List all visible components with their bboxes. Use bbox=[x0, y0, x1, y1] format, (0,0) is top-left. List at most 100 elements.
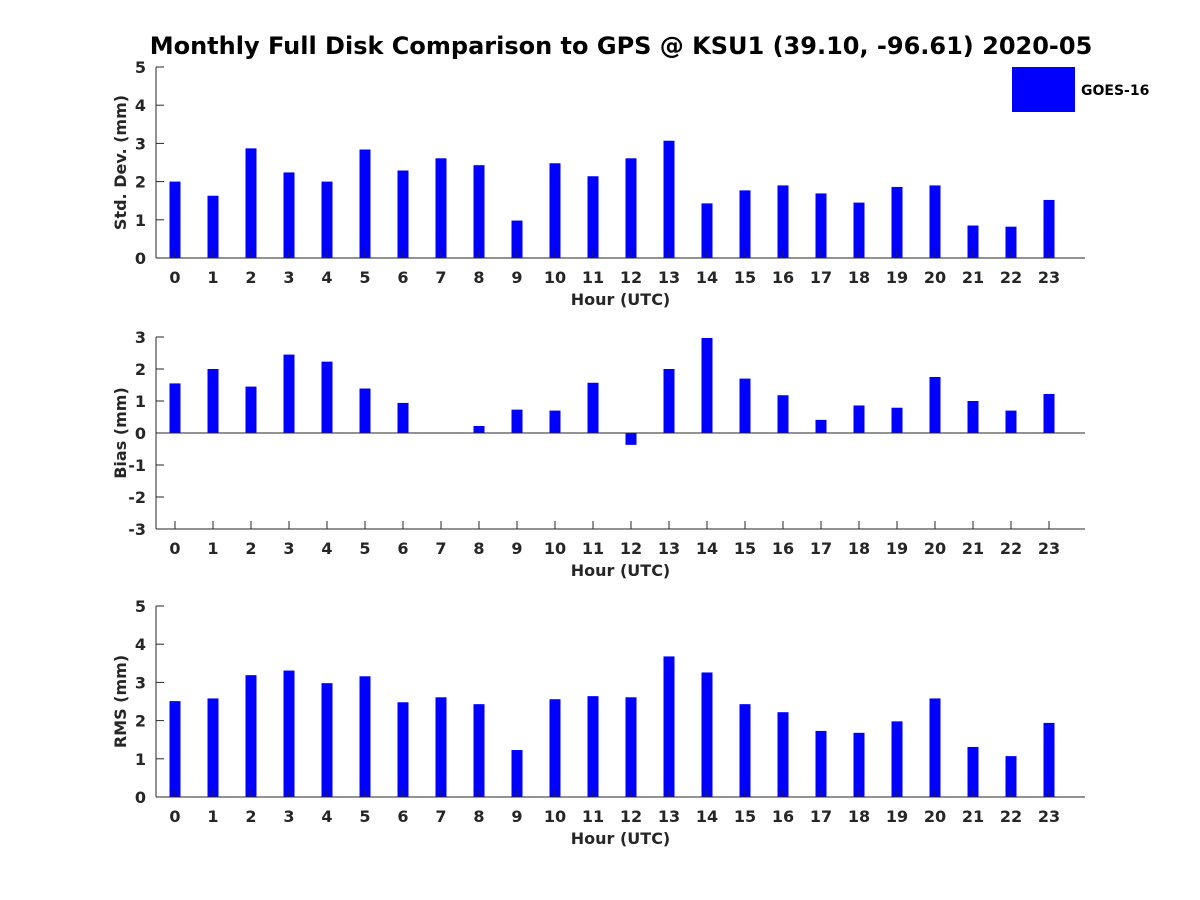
bar-hour-4 bbox=[321, 361, 333, 433]
y-tick-label: -1 bbox=[128, 456, 146, 475]
x-tick-label: 4 bbox=[321, 807, 332, 826]
x-tick-label: 21 bbox=[962, 268, 984, 287]
x-tick-label: 21 bbox=[962, 539, 984, 558]
x-tick-label: 15 bbox=[734, 268, 756, 287]
bar-hour-8 bbox=[473, 165, 485, 258]
x-tick-label: 6 bbox=[397, 807, 408, 826]
x-tick-label: 13 bbox=[658, 268, 680, 287]
bar-hour-0 bbox=[169, 383, 181, 433]
bar-hour-3 bbox=[283, 172, 295, 258]
x-tick-label: 9 bbox=[511, 539, 522, 558]
x-tick-label: 20 bbox=[924, 807, 946, 826]
x-tick-label: 17 bbox=[810, 807, 832, 826]
y-tick-label: 4 bbox=[135, 635, 146, 654]
x-tick-label: 3 bbox=[283, 807, 294, 826]
bar-hour-12 bbox=[625, 158, 637, 258]
bar-hour-18 bbox=[853, 202, 865, 258]
x-tick-label: 14 bbox=[696, 268, 718, 287]
x-tick-label: 10 bbox=[544, 539, 566, 558]
bar-hour-9 bbox=[511, 220, 523, 258]
bar-hour-19 bbox=[891, 407, 903, 433]
bar-hour-18 bbox=[853, 732, 865, 797]
bar-hour-15 bbox=[739, 378, 751, 433]
bar-hour-7 bbox=[435, 158, 447, 258]
bar-hour-5 bbox=[359, 149, 371, 258]
chart-title: Monthly Full Disk Comparison to GPS @ KS… bbox=[150, 32, 1093, 60]
bar-hour-15 bbox=[739, 704, 751, 797]
x-tick-label: 0 bbox=[169, 539, 180, 558]
bar-hour-7 bbox=[435, 697, 447, 797]
bar-hour-2 bbox=[245, 675, 257, 797]
x-axis-label: Hour (UTC) bbox=[571, 290, 671, 309]
x-tick-label: 7 bbox=[435, 539, 446, 558]
x-tick-label: 1 bbox=[207, 539, 218, 558]
x-tick-label: 4 bbox=[321, 539, 332, 558]
bar-hour-22 bbox=[1005, 756, 1017, 797]
bar-hour-18 bbox=[853, 405, 865, 433]
bar-hour-13 bbox=[663, 140, 675, 258]
bar-hour-5 bbox=[359, 676, 371, 797]
bar-hour-21 bbox=[967, 401, 979, 433]
x-tick-label: 17 bbox=[810, 268, 832, 287]
x-tick-label: 18 bbox=[848, 539, 870, 558]
bar-hour-1 bbox=[207, 698, 219, 797]
x-tick-label: 7 bbox=[435, 807, 446, 826]
bar-hour-12 bbox=[625, 697, 637, 797]
bar-hour-13 bbox=[663, 656, 675, 797]
x-tick-label: 3 bbox=[283, 268, 294, 287]
x-tick-label: 22 bbox=[1000, 807, 1022, 826]
bar-hour-14 bbox=[701, 672, 713, 797]
bar-hour-12 bbox=[625, 433, 637, 445]
bar-hour-5 bbox=[359, 388, 371, 433]
bar-hour-22 bbox=[1005, 410, 1017, 433]
x-tick-label: 19 bbox=[886, 268, 908, 287]
bar-hour-22 bbox=[1005, 226, 1017, 258]
bar-hour-11 bbox=[587, 696, 599, 797]
y-axis-label: Std. Dev. (mm) bbox=[111, 95, 130, 230]
x-tick-label: 22 bbox=[1000, 268, 1022, 287]
x-tick-label: 11 bbox=[582, 268, 604, 287]
y-tick-label: 0 bbox=[135, 424, 146, 443]
y-tick-label: -2 bbox=[128, 488, 146, 507]
bar-hour-2 bbox=[245, 386, 257, 433]
y-tick-label: 1 bbox=[135, 392, 146, 411]
bar-hour-6 bbox=[397, 702, 409, 797]
bar-hour-21 bbox=[967, 225, 979, 258]
bar-hour-17 bbox=[815, 730, 827, 797]
y-axis-label: RMS (mm) bbox=[111, 655, 130, 748]
x-tick-label: 0 bbox=[169, 268, 180, 287]
y-tick-label: 2 bbox=[135, 173, 146, 192]
legend-label-goes-16: GOES-16 bbox=[1081, 83, 1149, 99]
x-tick-label: 23 bbox=[1038, 268, 1060, 287]
y-tick-label: 2 bbox=[135, 360, 146, 379]
bar-hour-21 bbox=[967, 746, 979, 797]
x-tick-label: 21 bbox=[962, 807, 984, 826]
x-tick-label: 1 bbox=[207, 268, 218, 287]
x-tick-label: 12 bbox=[620, 539, 642, 558]
x-tick-label: 18 bbox=[848, 268, 870, 287]
bar-hour-10 bbox=[549, 699, 561, 797]
x-tick-label: 2 bbox=[245, 539, 256, 558]
bar-hour-0 bbox=[169, 701, 181, 797]
x-tick-label: 7 bbox=[435, 268, 446, 287]
bar-hour-2 bbox=[245, 148, 257, 258]
y-tick-label: 1 bbox=[135, 211, 146, 230]
x-tick-label: 2 bbox=[245, 807, 256, 826]
x-tick-label: 0 bbox=[169, 807, 180, 826]
bar-hour-23 bbox=[1043, 199, 1055, 258]
y-tick-label: 2 bbox=[135, 712, 146, 731]
bar-hour-1 bbox=[207, 369, 219, 433]
bar-hour-8 bbox=[473, 425, 485, 433]
x-tick-label: 12 bbox=[620, 807, 642, 826]
bar-hour-19 bbox=[891, 186, 903, 258]
bar-hour-23 bbox=[1043, 722, 1055, 797]
bar-hour-13 bbox=[663, 369, 675, 433]
bar-hour-16 bbox=[777, 712, 789, 797]
x-tick-label: 16 bbox=[772, 539, 794, 558]
x-tick-label: 19 bbox=[886, 807, 908, 826]
x-tick-label: 18 bbox=[848, 807, 870, 826]
x-tick-label: 12 bbox=[620, 268, 642, 287]
